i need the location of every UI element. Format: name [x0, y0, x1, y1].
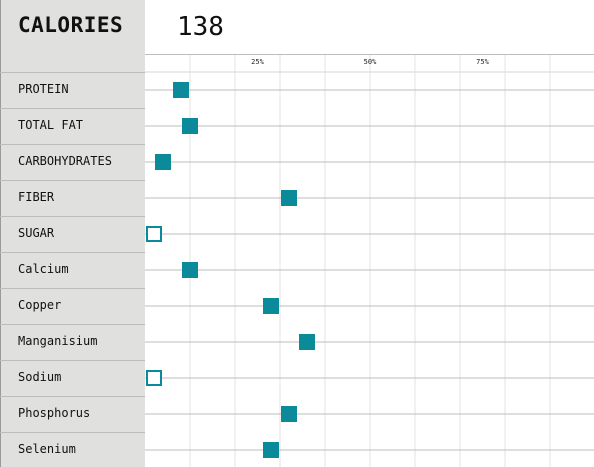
row-separator	[0, 144, 145, 145]
data-point	[263, 298, 279, 314]
data-point	[155, 154, 171, 170]
calories-value: 138	[177, 12, 224, 42]
row-separator	[0, 252, 145, 253]
data-point	[146, 370, 162, 386]
data-point	[146, 226, 162, 242]
row-separator	[0, 216, 145, 217]
x-tick-label: 50%	[364, 58, 377, 66]
header-divider	[145, 54, 594, 55]
data-point	[299, 334, 315, 350]
data-point	[173, 82, 189, 98]
row-label: TOTAL FAT	[18, 118, 84, 132]
row-label: Copper	[18, 298, 62, 312]
x-tick-label: 25%	[251, 58, 264, 66]
x-tick-label: 75%	[476, 58, 489, 66]
sidebar	[0, 0, 145, 467]
row-label: SUGAR	[18, 226, 55, 240]
row-separator	[0, 396, 145, 397]
row-separator	[0, 180, 145, 181]
row-separator	[0, 432, 145, 433]
data-point	[281, 190, 297, 206]
data-point	[182, 118, 198, 134]
calories-label: CALORIES	[18, 13, 124, 37]
row-separator	[0, 324, 145, 325]
row-separator	[0, 360, 145, 361]
row-label: Selenium	[18, 442, 76, 456]
row-separator	[0, 108, 145, 109]
data-point	[263, 442, 279, 458]
row-separator	[0, 288, 145, 289]
data-point	[281, 406, 297, 422]
row-label: CARBOHYDRATES	[18, 154, 112, 168]
row-separator	[0, 72, 145, 73]
row-label: PROTEIN	[18, 82, 69, 96]
row-label: Manganisium	[18, 334, 98, 348]
row-label: Calcium	[18, 262, 69, 276]
row-label: Phosphorus	[18, 406, 91, 420]
data-point	[182, 262, 198, 278]
row-label: FIBER	[18, 190, 55, 204]
row-label: Sodium	[18, 370, 62, 384]
